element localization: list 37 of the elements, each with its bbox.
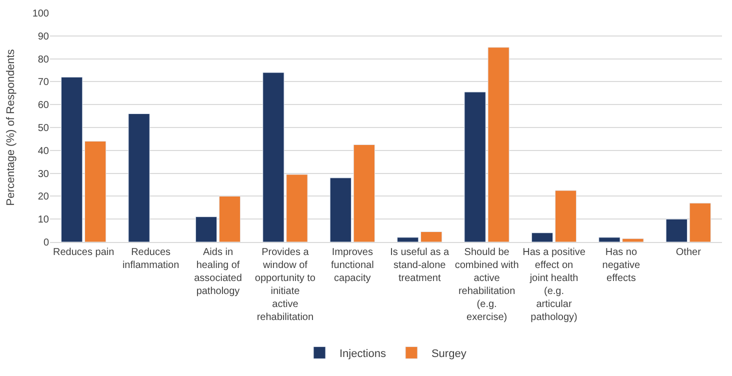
bar	[353, 144, 375, 242]
bar	[128, 114, 150, 242]
bar	[330, 178, 352, 242]
y-tick-label: 60	[38, 100, 50, 112]
y-tick-label: 30	[38, 168, 50, 180]
x-tick-label: Should be combined with active rehabilitation (e.g. exercise)	[454, 247, 519, 323]
y-tick-label: 10	[38, 214, 50, 226]
x-tick-label: Provides a window of opportunity to initiate active rehabilitation	[254, 247, 316, 323]
bar	[61, 76, 83, 242]
x-tick-label: Aids in healing of associated pathology	[194, 247, 242, 297]
x-tick-label: Is useful as a stand-alone treatment	[390, 247, 450, 284]
y-tick-label: 50	[38, 123, 50, 134]
legend-label: Injections	[340, 348, 386, 360]
y-tick-label: 80	[38, 54, 50, 66]
bar	[397, 237, 419, 242]
y-tick-label: 20	[38, 192, 50, 203]
y-tick-label: 100	[32, 8, 50, 20]
legend-label: Surgey	[431, 348, 467, 360]
x-tick-label: Has no negative effects	[602, 247, 641, 284]
bar	[531, 232, 554, 242]
y-tick-label: 70	[38, 77, 50, 88]
y-tick-label: 0	[43, 238, 50, 248]
y-tick-label: 40	[38, 146, 50, 157]
x-tick-label: Has a positive effect on joint health (e.g. articular pathology)	[522, 247, 586, 323]
y-tick-label: 90	[38, 31, 50, 42]
bar	[689, 202, 711, 242]
bar	[84, 140, 106, 242]
x-tick-label: Improves functional capacity	[330, 247, 374, 284]
bar	[420, 231, 442, 242]
x-tick-label: Reduces inflammation	[122, 247, 180, 271]
bar	[666, 218, 688, 242]
x-tick-label: Other	[676, 247, 702, 258]
bar	[195, 216, 218, 242]
y-axis-title: Percentage (%) of Respondents	[4, 48, 17, 206]
bar	[554, 190, 577, 242]
bar	[218, 196, 241, 242]
x-tick-label: Reduces pain	[53, 247, 114, 258]
